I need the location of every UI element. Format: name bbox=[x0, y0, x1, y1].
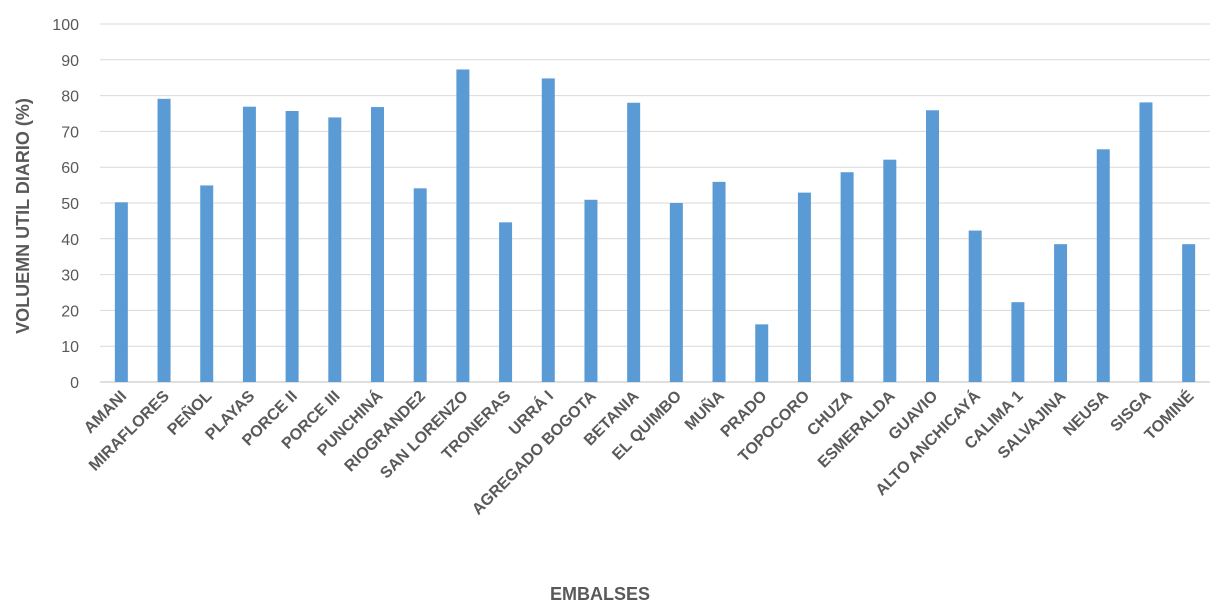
bar bbox=[1139, 102, 1153, 382]
y-tick-label: 60 bbox=[61, 160, 79, 177]
x-tick-label: NEUSA bbox=[1060, 387, 1112, 439]
bar bbox=[1054, 244, 1068, 382]
y-axis-ticks: 0 10 20 30 40 50 60 70 80 90 100 bbox=[52, 17, 79, 392]
bar bbox=[840, 172, 854, 382]
y-tick-label: 70 bbox=[61, 124, 79, 141]
bar bbox=[627, 102, 641, 382]
bar bbox=[200, 185, 214, 382]
bar bbox=[413, 188, 427, 382]
y-tick-label: 80 bbox=[61, 89, 79, 106]
bar bbox=[371, 107, 384, 382]
x-axis-title: EMBALSES bbox=[550, 584, 650, 604]
bar bbox=[968, 230, 982, 382]
bar bbox=[926, 110, 939, 382]
bar bbox=[541, 78, 555, 382]
bar bbox=[1182, 244, 1196, 382]
bar bbox=[328, 117, 342, 383]
bar bbox=[1011, 302, 1025, 382]
bar bbox=[114, 202, 128, 382]
bar bbox=[883, 159, 897, 382]
y-tick-label: 40 bbox=[61, 232, 79, 249]
y-tick-label: 0 bbox=[70, 375, 79, 392]
y-tick-label: 90 bbox=[61, 53, 79, 70]
y-tick-label: 10 bbox=[61, 339, 79, 356]
bar bbox=[584, 199, 598, 382]
gridlines bbox=[100, 23, 1210, 383]
bars bbox=[114, 69, 1196, 383]
bar bbox=[755, 324, 769, 382]
y-axis-title: VOLUEMN UTIL DIARIO (%) bbox=[13, 98, 33, 334]
bar bbox=[157, 98, 171, 383]
bar bbox=[712, 181, 726, 382]
x-tick-label: MIRAFLORES bbox=[86, 388, 173, 475]
y-tick-label: 20 bbox=[61, 303, 79, 320]
bar bbox=[499, 222, 513, 382]
bar bbox=[285, 110, 299, 382]
bar bbox=[456, 69, 470, 382]
bar bbox=[242, 106, 256, 382]
bar bbox=[1096, 149, 1110, 382]
y-tick-label: 50 bbox=[61, 196, 79, 213]
y-tick-label: 30 bbox=[61, 268, 79, 285]
bar bbox=[669, 203, 683, 382]
bar bbox=[797, 192, 811, 382]
y-tick-label: 100 bbox=[52, 17, 79, 34]
